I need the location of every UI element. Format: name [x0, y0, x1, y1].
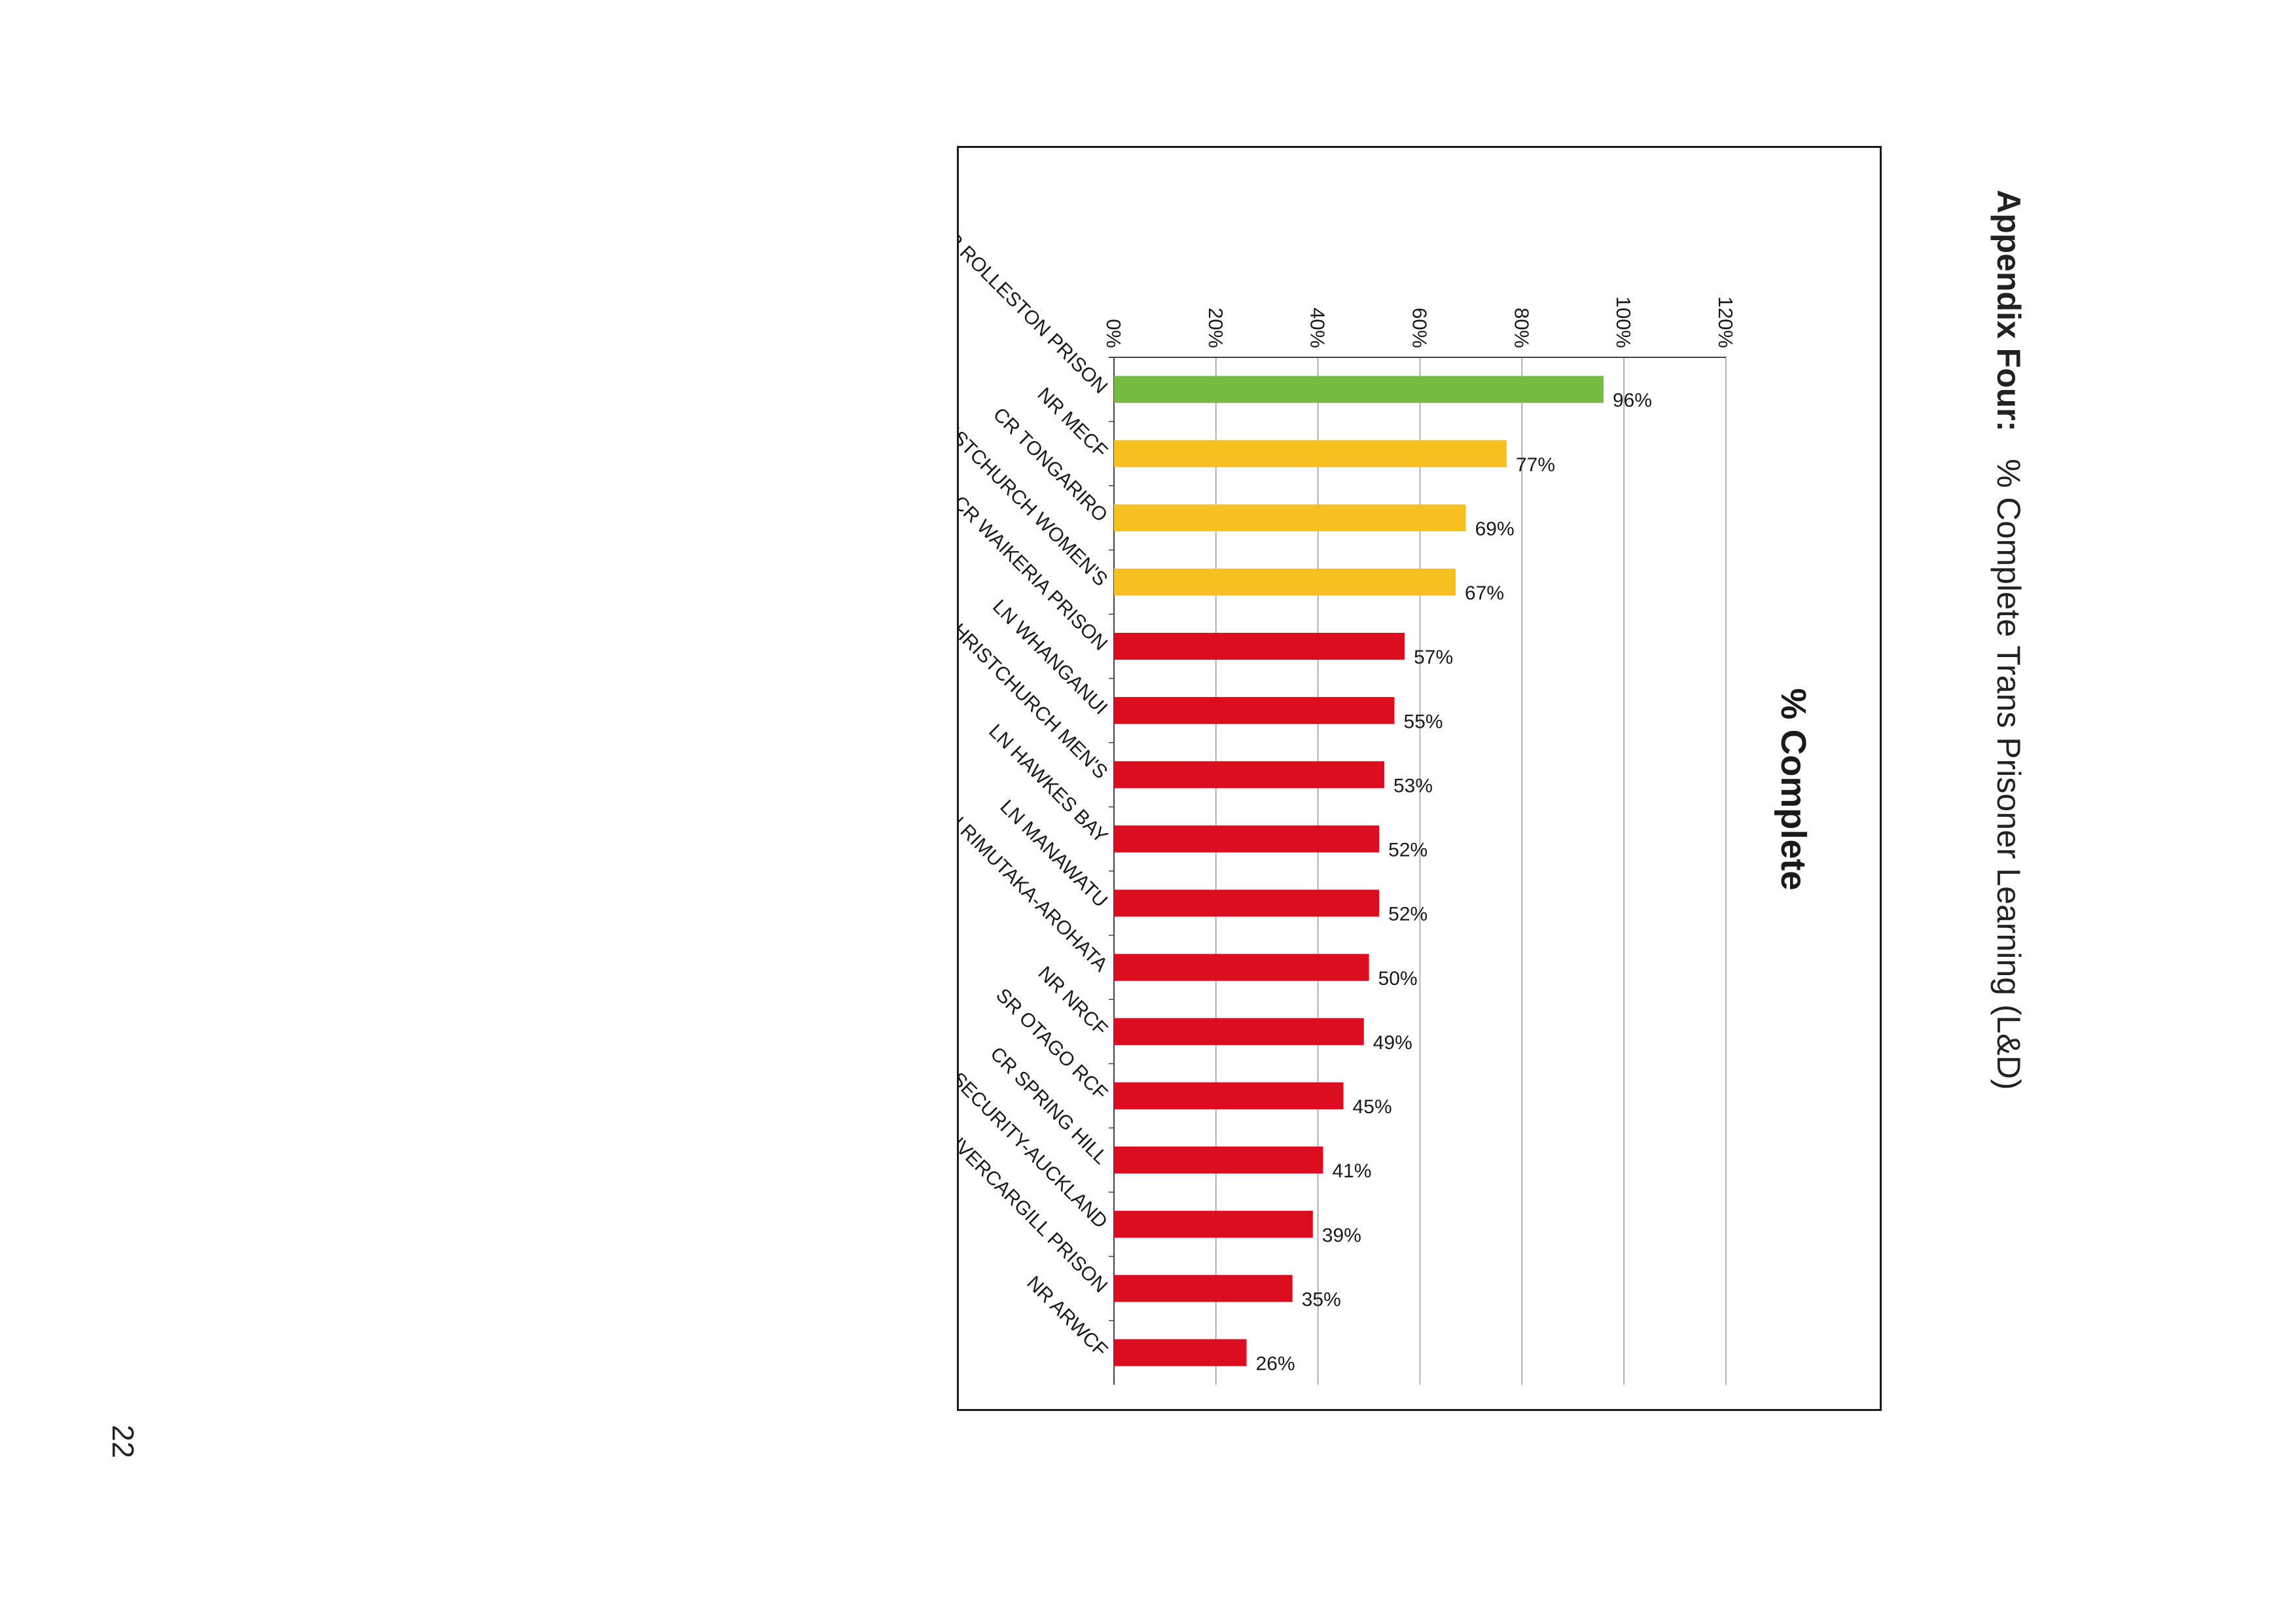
bar [1113, 1339, 1247, 1366]
data-label: 45% [1353, 1096, 1392, 1118]
data-label: 77% [1516, 454, 1555, 476]
y-tick-label: 100% [1612, 296, 1635, 348]
data-label: 49% [1373, 1032, 1412, 1054]
bar [1113, 954, 1369, 981]
category-label: SR CHRISTCHURCH WOMEN'S [959, 370, 1111, 590]
bar [1114, 697, 1395, 724]
data-label: 53% [1393, 775, 1433, 796]
y-tick-label: 120% [1714, 296, 1737, 348]
data-label: 67% [1465, 582, 1504, 604]
y-tick-label: 40% [1306, 308, 1329, 348]
bar [1113, 1275, 1293, 1302]
data-label: 39% [1322, 1224, 1361, 1246]
page-number: 22 [106, 1425, 140, 1459]
data-label: 26% [1256, 1353, 1295, 1375]
category-label: LN MANAWATU [996, 796, 1111, 912]
bar [1113, 761, 1384, 789]
y-tick-label: 20% [1204, 308, 1227, 348]
data-label: 69% [1475, 518, 1515, 540]
bar [1114, 632, 1405, 660]
data-label: 55% [1404, 711, 1443, 732]
bar [1114, 376, 1604, 403]
category-label: CR TONGARIRO [989, 404, 1112, 527]
bar-chart: % Complete 0% 20% 40% 60% 80% 100% 120% 96% SR R… [959, 219, 1813, 1385]
chart-frame: % Complete 0% 20% 40% 60% 80% 100% 120% 96% SR R… [957, 146, 1882, 1411]
data-label: 52% [1388, 840, 1427, 861]
data-label: 41% [1332, 1160, 1371, 1182]
appendix-heading: Appendix Four: % Complete Trans Prisoner… [1990, 190, 2028, 1090]
bar [1114, 568, 1456, 596]
data-label: 96% [1613, 390, 1652, 412]
bar [1114, 1082, 1344, 1110]
bar [1114, 1018, 1364, 1045]
category-label: CR SPRING HILL [986, 1043, 1111, 1169]
bar [1113, 1146, 1323, 1174]
category-label: SR ROLLESTON PRISON [959, 219, 1111, 398]
y-tick-label: 80% [1510, 308, 1533, 348]
bar [1114, 504, 1466, 531]
bar [1114, 1211, 1313, 1238]
category-label: SR OTAGO RCF [992, 984, 1111, 1104]
category-label: LN HAWKES BAY [984, 721, 1111, 847]
data-label: 52% [1388, 904, 1427, 925]
appendix-title: % Complete Trans Prisoner Learning (L&D) [1990, 459, 2027, 1090]
bar [1114, 889, 1380, 917]
data-label: 57% [1414, 647, 1453, 668]
data-label: 35% [1302, 1289, 1341, 1310]
data-label: 50% [1378, 968, 1418, 990]
appendix-label: Appendix Four: [1990, 190, 2027, 432]
bar [1114, 440, 1507, 467]
y-tick-label: 0% [1102, 319, 1125, 348]
bar [1114, 825, 1380, 853]
chart-title: % Complete [1774, 688, 1813, 890]
category-label: LN WHANGANUI [988, 596, 1111, 719]
y-tick-label: 60% [1408, 308, 1431, 348]
